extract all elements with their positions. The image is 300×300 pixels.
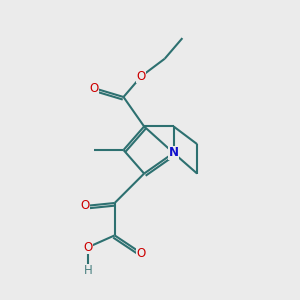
Text: O: O bbox=[81, 200, 90, 212]
Text: O: O bbox=[89, 82, 99, 95]
Text: O: O bbox=[136, 70, 146, 83]
Text: H: H bbox=[84, 264, 92, 277]
Text: N: N bbox=[169, 146, 178, 159]
Text: O: O bbox=[136, 247, 146, 260]
Text: O: O bbox=[83, 241, 93, 254]
